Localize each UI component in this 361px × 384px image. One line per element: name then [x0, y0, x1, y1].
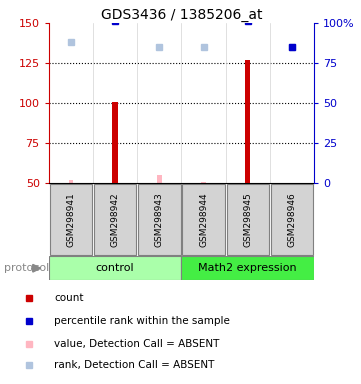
Bar	[182, 256, 314, 280]
Text: GSM298941: GSM298941	[66, 192, 75, 247]
Text: control: control	[96, 263, 134, 273]
Text: rank, Detection Call = ABSENT: rank, Detection Call = ABSENT	[54, 360, 214, 370]
Text: GSM298944: GSM298944	[199, 192, 208, 247]
Bar	[49, 256, 182, 280]
Bar	[245, 60, 251, 183]
Text: value, Detection Call = ABSENT: value, Detection Call = ABSENT	[54, 339, 219, 349]
Bar	[113, 180, 117, 183]
Text: percentile rank within the sample: percentile rank within the sample	[54, 316, 230, 326]
Text: protocol: protocol	[4, 263, 49, 273]
Bar	[49, 184, 92, 255]
Bar	[69, 180, 73, 183]
Title: GDS3436 / 1385206_at: GDS3436 / 1385206_at	[101, 8, 262, 22]
Bar	[138, 184, 180, 255]
Text: count: count	[54, 293, 84, 303]
Text: GSM298945: GSM298945	[243, 192, 252, 247]
Bar	[112, 101, 118, 183]
Bar	[94, 184, 136, 255]
Bar	[271, 184, 313, 255]
Bar	[201, 182, 206, 183]
Bar	[226, 184, 269, 255]
Text: GSM298942: GSM298942	[110, 192, 119, 247]
Bar	[245, 182, 250, 183]
Text: GSM298946: GSM298946	[287, 192, 296, 247]
Text: Math2 expression: Math2 expression	[199, 263, 297, 273]
Text: GSM298943: GSM298943	[155, 192, 164, 247]
Bar	[182, 184, 225, 255]
Bar	[157, 175, 161, 183]
